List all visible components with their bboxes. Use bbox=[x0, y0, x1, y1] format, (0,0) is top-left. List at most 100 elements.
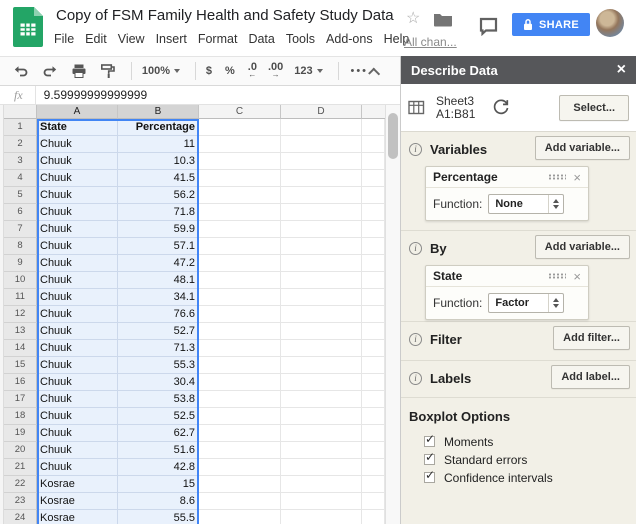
row-header[interactable]: 23 bbox=[4, 493, 37, 510]
avatar[interactable] bbox=[596, 9, 624, 37]
menu-edit[interactable]: Edit bbox=[85, 32, 107, 46]
row-header[interactable]: 10 bbox=[4, 272, 37, 289]
cell-empty[interactable] bbox=[281, 204, 362, 221]
row-header[interactable]: 5 bbox=[4, 187, 37, 204]
cell-state[interactable]: Chuuk bbox=[37, 340, 118, 357]
cell-empty[interactable] bbox=[362, 255, 385, 272]
menu-data[interactable]: Data bbox=[248, 32, 275, 46]
cell-empty[interactable] bbox=[281, 238, 362, 255]
cell-empty[interactable] bbox=[199, 459, 281, 476]
row-header[interactable]: 21 bbox=[4, 459, 37, 476]
row-header[interactable]: 1 bbox=[4, 119, 37, 136]
zoom-select[interactable]: 100% bbox=[142, 65, 180, 77]
cell-empty[interactable] bbox=[281, 170, 362, 187]
col-header-e[interactable] bbox=[362, 105, 385, 119]
cell-empty[interactable] bbox=[362, 476, 385, 493]
more-toolbar-button[interactable]: ••• bbox=[350, 65, 369, 77]
cell-percentage[interactable]: 15 bbox=[118, 476, 199, 493]
cell-empty[interactable] bbox=[199, 493, 281, 510]
cell-percentage[interactable]: 52.5 bbox=[118, 408, 199, 425]
cell-state[interactable]: Chuuk bbox=[37, 187, 118, 204]
row-header[interactable]: 16 bbox=[4, 374, 37, 391]
vertical-scrollbar[interactable] bbox=[385, 105, 400, 524]
cell-empty[interactable] bbox=[362, 459, 385, 476]
share-button[interactable]: SHARE bbox=[512, 13, 591, 36]
cell-percentage[interactable]: 56.2 bbox=[118, 187, 199, 204]
row-header[interactable]: 13 bbox=[4, 323, 37, 340]
cell-state[interactable]: State bbox=[37, 119, 118, 136]
document-title[interactable]: Copy of FSM Family Health and Safety Stu… bbox=[56, 7, 394, 24]
cell-empty[interactable] bbox=[362, 153, 385, 170]
cell-state[interactable]: Chuuk bbox=[37, 323, 118, 340]
save-status-link[interactable]: All chan... bbox=[404, 35, 457, 49]
select-range-button[interactable]: Select... bbox=[559, 94, 629, 121]
row-header[interactable]: 14 bbox=[4, 340, 37, 357]
cell-empty[interactable] bbox=[362, 391, 385, 408]
cell-state[interactable]: Chuuk bbox=[37, 204, 118, 221]
row-header[interactable]: 18 bbox=[4, 408, 37, 425]
cell-percentage[interactable]: 8.6 bbox=[118, 493, 199, 510]
collapse-toolbar-icon[interactable] bbox=[368, 67, 381, 80]
cell-percentage[interactable]: 48.1 bbox=[118, 272, 199, 289]
row-header[interactable]: 7 bbox=[4, 221, 37, 238]
undo-button[interactable] bbox=[13, 63, 29, 79]
cell-empty[interactable] bbox=[362, 493, 385, 510]
row-header[interactable]: 11 bbox=[4, 289, 37, 306]
cell-empty[interactable] bbox=[362, 510, 385, 524]
row-header[interactable]: 6 bbox=[4, 204, 37, 221]
row-header[interactable]: 9 bbox=[4, 255, 37, 272]
scrollbar-thumb[interactable] bbox=[388, 113, 398, 159]
number-format-select[interactable]: 123 bbox=[294, 65, 323, 77]
cell-empty[interactable] bbox=[199, 510, 281, 524]
cell-empty[interactable] bbox=[362, 374, 385, 391]
close-icon[interactable]: × bbox=[573, 169, 581, 185]
cell-empty[interactable] bbox=[199, 357, 281, 374]
cell-percentage[interactable]: 55.5 bbox=[118, 510, 199, 524]
decrease-decimal-button[interactable]: .0 ← bbox=[247, 61, 257, 79]
cell-percentage[interactable]: 30.4 bbox=[118, 374, 199, 391]
cell-state[interactable]: Kosrae bbox=[37, 476, 118, 493]
cell-state[interactable]: Chuuk bbox=[37, 374, 118, 391]
print-button[interactable] bbox=[71, 63, 87, 79]
cell-percentage[interactable]: 34.1 bbox=[118, 289, 199, 306]
cell-percentage[interactable]: 62.7 bbox=[118, 425, 199, 442]
cell-empty[interactable] bbox=[199, 221, 281, 238]
cell-empty[interactable] bbox=[362, 170, 385, 187]
cell-percentage[interactable]: 59.9 bbox=[118, 221, 199, 238]
cell-state[interactable]: Chuuk bbox=[37, 255, 118, 272]
row-header[interactable]: 2 bbox=[4, 136, 37, 153]
cell-empty[interactable] bbox=[199, 323, 281, 340]
cell-empty[interactable] bbox=[199, 408, 281, 425]
cell-empty[interactable] bbox=[281, 510, 362, 524]
cell-percentage[interactable]: 11 bbox=[118, 136, 199, 153]
row-header[interactable]: 24 bbox=[4, 510, 37, 524]
cell-empty[interactable] bbox=[281, 153, 362, 170]
cell-state[interactable]: Chuuk bbox=[37, 272, 118, 289]
cell-empty[interactable] bbox=[281, 221, 362, 238]
cell-empty[interactable] bbox=[281, 323, 362, 340]
cell-percentage[interactable]: 57.1 bbox=[118, 238, 199, 255]
cell-state[interactable]: Chuuk bbox=[37, 289, 118, 306]
function-select[interactable]: Factor bbox=[488, 293, 565, 313]
cell-state[interactable]: Chuuk bbox=[37, 238, 118, 255]
cell-empty[interactable] bbox=[281, 119, 362, 136]
cell-empty[interactable] bbox=[362, 289, 385, 306]
add-label-button[interactable]: Add label... bbox=[551, 365, 630, 389]
row-header[interactable]: 22 bbox=[4, 476, 37, 493]
cell-empty[interactable] bbox=[199, 204, 281, 221]
format-currency-button[interactable]: $ bbox=[205, 65, 212, 77]
cell-state[interactable]: Kosrae bbox=[37, 493, 118, 510]
cell-empty[interactable] bbox=[281, 289, 362, 306]
menu-tools[interactable]: Tools bbox=[285, 32, 316, 46]
cell-percentage[interactable]: 53.8 bbox=[118, 391, 199, 408]
cell-empty[interactable] bbox=[199, 272, 281, 289]
cell-empty[interactable] bbox=[199, 153, 281, 170]
cell-empty[interactable] bbox=[199, 289, 281, 306]
cell-empty[interactable] bbox=[362, 408, 385, 425]
cell-state[interactable]: Chuuk bbox=[37, 408, 118, 425]
menu-format[interactable]: Format bbox=[197, 32, 238, 46]
cell-state[interactable]: Kosrae bbox=[37, 510, 118, 524]
cell-state[interactable]: Chuuk bbox=[37, 459, 118, 476]
cell-state[interactable]: Chuuk bbox=[37, 442, 118, 459]
cell-empty[interactable] bbox=[199, 306, 281, 323]
